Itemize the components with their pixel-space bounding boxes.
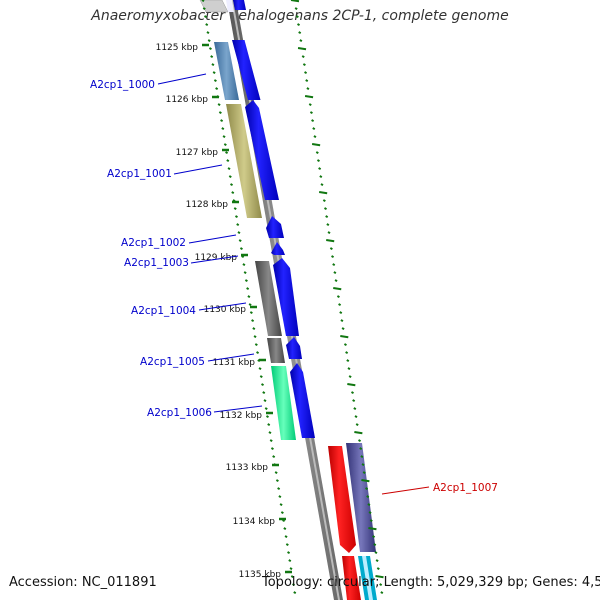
gene-label[interactable]: A2cp1_1002 — [121, 237, 186, 249]
scale-ring — [201, 0, 297, 595]
tick-label: 1125 kbp — [156, 43, 199, 53]
gene-feature — [199, 0, 229, 13]
cds-arrow — [342, 556, 361, 600]
gene-feature — [233, 0, 246, 10]
gene-label-leader — [207, 353, 255, 362]
tick-label: 1133 kbp — [226, 463, 269, 473]
gene-feature — [267, 338, 285, 363]
gene-label-leader — [198, 302, 247, 311]
tick-label: 1127 kbp — [176, 148, 219, 158]
gene-feature — [271, 366, 296, 440]
cds-arrow — [232, 40, 261, 100]
map-title: Anaeromyxobacter dehalogenans 2CP-1, com… — [91, 8, 509, 24]
gene-feature — [226, 104, 262, 218]
gene-label[interactable]: A2cp1_1006 — [147, 407, 212, 419]
cds-arrow — [328, 446, 356, 553]
tick-label: 1130 kbp — [204, 305, 247, 315]
cds-arrow — [290, 363, 315, 438]
cds-arrow — [266, 216, 284, 238]
gene-label-leader — [213, 405, 263, 413]
cds-arrow — [271, 242, 285, 255]
gene-label[interactable]: A2cp1_1000 — [90, 79, 155, 91]
tick-label: 1128 kbp — [186, 200, 229, 210]
gene-label[interactable]: A2cp1_1004 — [131, 305, 196, 317]
tick-label: 1129 kbp — [195, 253, 238, 263]
gc-content-ring — [290, 0, 384, 595]
gene-label[interactable]: A2cp1_1005 — [140, 356, 205, 368]
cds-arrow — [286, 337, 302, 359]
genome-summary-text: Topology: circular; Length: 5,029,329 bp… — [262, 575, 600, 590]
tick-label: 1132 kbp — [220, 411, 263, 421]
gene-label[interactable]: A2cp1_1007 — [433, 482, 498, 494]
tick-label: 1131 kbp — [213, 358, 256, 368]
gene-label-leader — [173, 164, 223, 175]
gene-feature — [346, 443, 376, 552]
gene-label-leader — [188, 234, 237, 244]
tick-label: 1126 kbp — [166, 95, 209, 105]
tick-label: 1135 kbp — [239, 570, 282, 580]
gene-feature — [255, 261, 282, 336]
gene-label[interactable]: A2cp1_1001 — [107, 168, 172, 180]
gene-feature — [214, 42, 239, 100]
gene-label-leader — [381, 486, 430, 495]
cds-arrow — [273, 258, 299, 336]
cds-arrow — [245, 100, 279, 200]
accession-text: Accession: NC_011891 — [9, 575, 157, 590]
gene-label-leader — [157, 73, 207, 85]
tick-label: 1134 kbp — [233, 517, 276, 527]
gene-label[interactable]: A2cp1_1003 — [124, 257, 189, 269]
gene-label-leader — [190, 255, 239, 264]
